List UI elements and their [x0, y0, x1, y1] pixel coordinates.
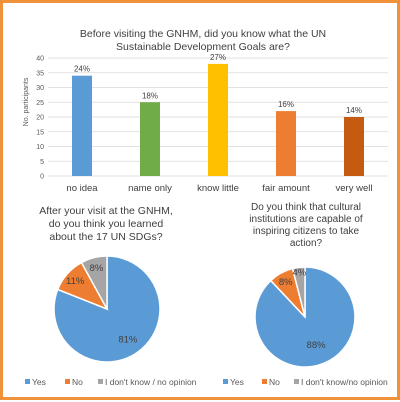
pie2-title-line-4: action? [290, 238, 323, 249]
pie1-legend-swatch [98, 379, 103, 384]
pie1-slice-label: 8% [90, 263, 104, 274]
bar-name-only [140, 102, 160, 176]
bar-x-tick-label: fair amount [262, 183, 310, 194]
figure-canvas: Before visiting the GNHM, did you know w… [23, 28, 388, 387]
pie1-legend-label: I don't know / no opinion [105, 377, 197, 387]
pie2-title-line-3: inspiring citizens to take [253, 226, 360, 237]
pie1-legend-label: No [72, 377, 83, 387]
pie2-legend-swatch [294, 379, 299, 384]
bar-y-tick-label: 15 [36, 129, 44, 136]
pie1-slice-2 [80, 255, 108, 310]
bar-y-tick-label: 40 [36, 56, 44, 63]
bar-know-little [208, 63, 228, 176]
bar-chart-y-axis-label: No. participants [23, 77, 30, 126]
bar-data-label: 16% [278, 100, 294, 109]
pie2-legend-swatch [262, 379, 267, 384]
bar-x-tick-label: no idea [66, 183, 98, 194]
bar-y-tick-label: 35 [36, 70, 44, 77]
pie1-legend-label: Yes [32, 377, 46, 387]
pie2-legend-label: No [269, 377, 280, 387]
pie2-title-line-1: Do you think that cultural [251, 202, 361, 213]
bar-chart-x-ticks: no idea name only know little fair amount ve… [66, 183, 372, 194]
bar-data-label: 18% [142, 91, 158, 100]
bar-chart: Before visiting the GNHM, did you know w… [23, 28, 388, 194]
pie2-data-labels: 88% 8%4% [279, 267, 326, 351]
bar-x-tick-label: name only [128, 183, 172, 194]
pie2-legend-label: I don't know/no opinion [301, 377, 388, 387]
bar-chart-title-line-1: Before visiting the GNHM, did you know w… [80, 28, 326, 40]
bar-chart-y-ticks: 0 5 10 15 20 25 30 35 40 [36, 56, 44, 181]
pie2-legend: Yes No I don't know/no opinion [223, 377, 388, 387]
bar-data-label: 27% [210, 53, 226, 62]
bar-x-tick-label: very well [336, 183, 373, 194]
bar-y-tick-label: 10 [36, 144, 44, 151]
pie2-slice-2 [291, 266, 306, 318]
bar-y-tick-label: 20 [36, 115, 44, 122]
bar-y-tick-label: 0 [40, 174, 44, 181]
pie-chart-cultural-institutions: Do you think that cultural institutions … [223, 202, 388, 387]
pie1-title-line-2: do you think you learned [49, 218, 164, 230]
pie2-legend-swatch [223, 379, 228, 384]
pie1-legend: Yes No I don't know / no opinion [25, 377, 197, 387]
bar-y-tick-label: 25 [36, 100, 44, 107]
pie1-data-labels: 81% 11% 8% [66, 263, 138, 346]
pie2-slice-label: 8% [279, 277, 293, 288]
pie2-slice-label: 88% [307, 340, 327, 351]
pie1-title-line-3: about the 17 UN SDGs? [49, 231, 162, 243]
pie1-slices [53, 255, 161, 363]
bar-y-tick-label: 5 [40, 159, 44, 166]
bar-fair-amount [276, 111, 296, 176]
pie2-slices [254, 266, 356, 368]
bar-y-tick-label: 30 [36, 85, 44, 92]
bar-chart-data-labels: 24% 18% 27% 16% 14% [74, 53, 362, 115]
bar-data-label: 24% [74, 65, 90, 74]
pie1-legend-swatch [25, 379, 30, 384]
pie1-slice-label: 11% [66, 276, 85, 287]
pie2-title-line-2: institutions are capable of [249, 214, 363, 225]
bar-data-label: 14% [346, 106, 362, 115]
bar-no-idea [72, 75, 92, 176]
pie-chart-learned-sdgs: After your visit at the GNHM, do you thi… [25, 205, 197, 387]
pie1-slice-label: 81% [118, 335, 138, 346]
pie2-slice-label: 4% [292, 267, 306, 278]
bar-chart-bars [72, 63, 364, 176]
pie1-title-line-1: After your visit at the GNHM, [39, 205, 173, 217]
pie2-legend-label: Yes [230, 377, 244, 387]
bar-chart-title-line-2: Sustainable Development Goals are? [116, 41, 290, 53]
pie1-legend-swatch [65, 379, 70, 384]
bar-x-tick-label: know little [197, 183, 239, 194]
bar-very-well [344, 117, 364, 176]
